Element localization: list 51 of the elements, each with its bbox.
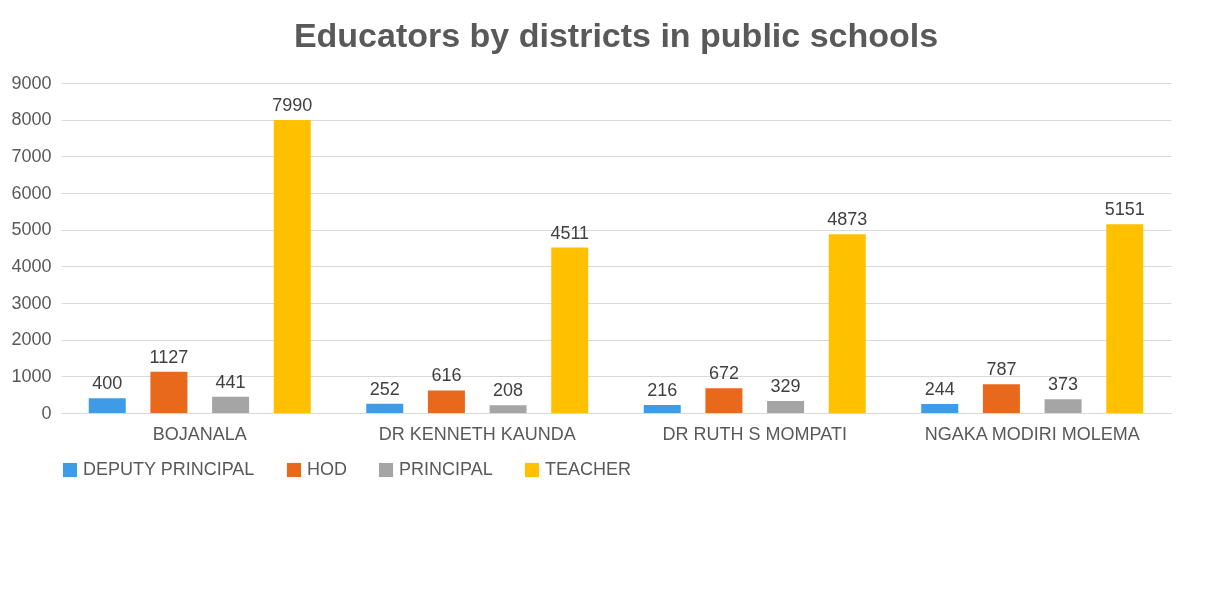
- data-label: 252: [369, 378, 400, 399]
- bar: [427, 390, 465, 413]
- bar: [643, 405, 681, 413]
- y-tick-label: 0: [41, 402, 52, 423]
- legend-label: TEACHER: [545, 459, 632, 479]
- bar: [212, 396, 250, 413]
- y-tick-label: 5000: [11, 219, 52, 240]
- bar: [921, 404, 959, 413]
- data-label: 7990: [272, 95, 313, 116]
- bar: [551, 247, 589, 413]
- data-label: 4873: [827, 209, 868, 230]
- y-tick-label: 7000: [11, 145, 52, 166]
- data-label: 373: [1048, 374, 1079, 395]
- bar: [828, 234, 866, 413]
- y-tick-label: 9000: [11, 72, 52, 93]
- bar: [767, 400, 805, 413]
- bar: [273, 120, 311, 413]
- data-label: 244: [924, 379, 955, 400]
- x-tick-label: NGAKA MODIRI MOLEMA: [924, 423, 1140, 444]
- y-tick-label: 2000: [11, 329, 52, 350]
- data-label: 208: [493, 380, 524, 401]
- data-label: 441: [215, 371, 246, 392]
- bar: [150, 371, 188, 413]
- x-tick-label: BOJANALA: [152, 423, 247, 444]
- bar: [489, 405, 527, 413]
- data-label: 4511: [550, 222, 590, 243]
- data-label: 216: [647, 380, 678, 401]
- data-label: 787: [986, 359, 1017, 380]
- x-tick-label: DR RUTH S MOMPATI: [662, 423, 847, 444]
- bar: [982, 384, 1020, 413]
- x-tick-label: DR KENNETH KAUNDA: [378, 423, 576, 444]
- data-label: 616: [431, 365, 462, 386]
- data-label: 400: [92, 373, 123, 394]
- legend-label: DEPUTY PRINCIPAL: [83, 459, 255, 479]
- y-tick-label: 8000: [11, 109, 52, 130]
- data-label: 5151: [1104, 199, 1145, 220]
- y-tick-label: 3000: [11, 292, 52, 313]
- legend-label: HOD: [307, 459, 347, 479]
- bar: [366, 403, 404, 413]
- y-tick-label: 1000: [11, 365, 52, 386]
- data-label: 1127: [149, 346, 189, 367]
- y-tick-label: 4000: [11, 255, 52, 276]
- legend-label: PRINCIPAL: [399, 459, 493, 479]
- bar: [705, 388, 743, 413]
- chart-title: Educators by districts in public schools: [293, 16, 939, 54]
- bar: [88, 398, 126, 413]
- y-tick-label: 6000: [11, 182, 52, 203]
- data-label: 672: [708, 363, 739, 384]
- bar: [1106, 224, 1144, 413]
- data-label: 329: [770, 375, 801, 396]
- bar: [1044, 399, 1082, 413]
